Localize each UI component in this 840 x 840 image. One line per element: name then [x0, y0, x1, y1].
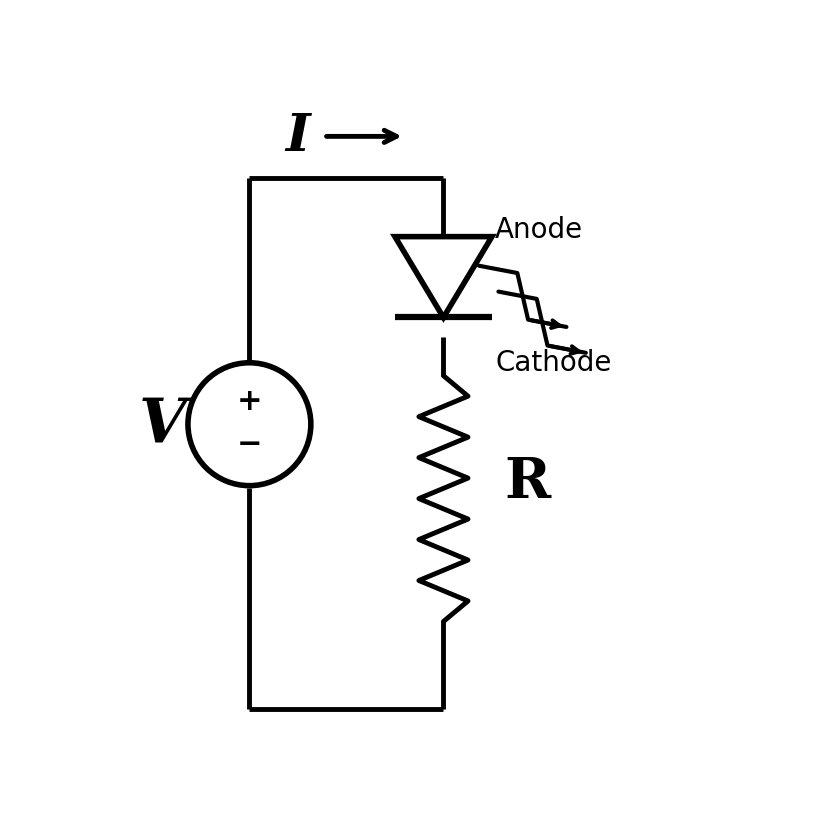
- Text: −: −: [237, 430, 262, 459]
- Text: +: +: [237, 387, 262, 416]
- Text: I: I: [286, 111, 310, 162]
- Text: R: R: [504, 455, 551, 510]
- Text: V: V: [139, 394, 186, 454]
- Text: Cathode: Cathode: [496, 349, 612, 377]
- Text: Anode: Anode: [496, 216, 583, 244]
